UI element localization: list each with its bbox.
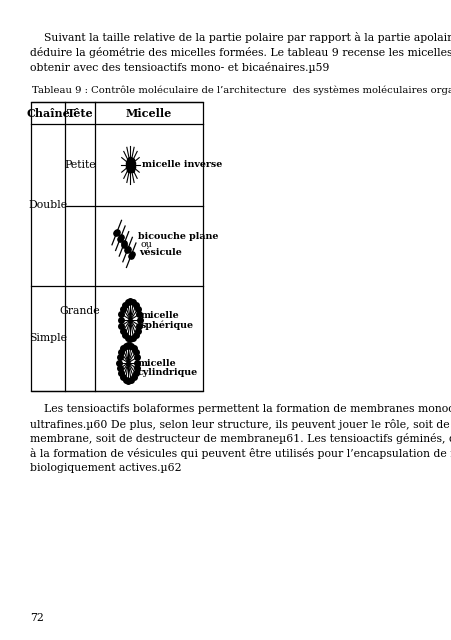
- Text: Tableau 9 : Contrôle moléculaire de l’architecture  des systèmes moléculaires or: Tableau 9 : Contrôle moléculaire de l’ar…: [32, 85, 451, 95]
- Text: ultrafines.µ60 De plus, selon leur structure, ils peuvent jouer le rôle, soit de: ultrafines.µ60 De plus, selon leur struc…: [30, 419, 451, 429]
- Text: Simple: Simple: [29, 333, 67, 344]
- Text: cylindrique: cylindrique: [138, 369, 198, 378]
- Text: Micelle: Micelle: [125, 108, 172, 118]
- Text: déduire la géométrie des micelles formées. Le tableau 9 recense les micelles que: déduire la géométrie des micelles formée…: [30, 47, 451, 58]
- Bar: [31, 102, 202, 391]
- Text: Chaîne: Chaîne: [26, 108, 69, 118]
- Text: bicouche plane: bicouche plane: [138, 232, 218, 241]
- Text: Grande: Grande: [60, 306, 100, 316]
- Text: Tête: Tête: [66, 108, 93, 118]
- Text: micelle: micelle: [138, 360, 176, 369]
- Text: Double: Double: [28, 200, 67, 210]
- Text: vésicule: vésicule: [139, 248, 182, 257]
- Text: biologiquement actives.µ62: biologiquement actives.µ62: [30, 463, 181, 473]
- Text: ou: ou: [140, 241, 152, 250]
- Text: 72: 72: [30, 613, 44, 623]
- Text: Les tensioactifs bolaformes permettent la formation de membranes monocouches: Les tensioactifs bolaformes permettent l…: [30, 404, 451, 414]
- Text: micelle inverse: micelle inverse: [142, 161, 222, 170]
- Text: obtenir avec des tensioactifs mono- et bicaénaires.µ59: obtenir avec des tensioactifs mono- et b…: [30, 61, 329, 72]
- Text: à la formation de vésicules qui peuvent être utilisés pour l’encapsulation de mo: à la formation de vésicules qui peuvent …: [30, 448, 451, 460]
- Text: membrane, soit de destructeur de membraneµ61. Les tensioactifs géminés, quand à : membrane, soit de destructeur de membran…: [30, 433, 451, 445]
- Text: Suivant la taille relative de la partie polaire par rapport à la partie apolaire: Suivant la taille relative de la partie …: [30, 32, 451, 43]
- Text: micelle: micelle: [140, 312, 179, 321]
- Text: ou: ou: [122, 344, 134, 353]
- Text: sphérique: sphérique: [140, 320, 193, 330]
- Text: Petite: Petite: [64, 160, 96, 170]
